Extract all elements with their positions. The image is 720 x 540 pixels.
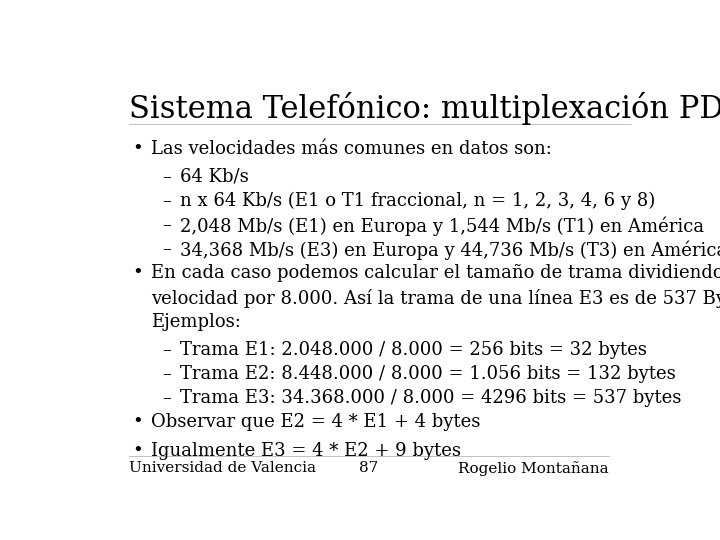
Text: Trama E2: 8.448.000 / 8.000 = 1.056 bits = 132 bytes: Trama E2: 8.448.000 / 8.000 = 1.056 bits… xyxy=(181,365,676,383)
Text: Igualmente E3 = 4 * E2 + 9 bytes: Igualmente E3 = 4 * E2 + 9 bytes xyxy=(151,442,462,460)
Text: 2,048 Mb/s (E1) en Europa y 1,544 Mb/s (T1) en América: 2,048 Mb/s (E1) en Europa y 1,544 Mb/s (… xyxy=(181,216,705,235)
Text: –: – xyxy=(163,168,171,186)
Text: En cada caso podemos calcular el tamaño de trama dividiendo la: En cada caso podemos calcular el tamaño … xyxy=(151,265,720,282)
Text: •: • xyxy=(132,265,143,282)
Text: –: – xyxy=(163,341,171,359)
Text: Ejemplos:: Ejemplos: xyxy=(151,313,241,330)
Text: –: – xyxy=(163,192,171,210)
Text: •: • xyxy=(132,140,143,158)
Text: Universidad de Valencia: Universidad de Valencia xyxy=(129,461,316,475)
Text: Observar que E2 = 4 * E1 + 4 bytes: Observar que E2 = 4 * E1 + 4 bytes xyxy=(151,413,481,431)
Text: n x 64 Kb/s (E1 o T1 fraccional, n = 1, 2, 3, 4, 6 y 8): n x 64 Kb/s (E1 o T1 fraccional, n = 1, … xyxy=(181,192,656,210)
Text: velocidad por 8.000. Así la trama de una línea E3 es de 537 Bytes.: velocidad por 8.000. Así la trama de una… xyxy=(151,288,720,307)
Text: 64 Kb/s: 64 Kb/s xyxy=(181,168,249,186)
Text: Sistema Telefónico: multiplexación PDH y SDH: Sistema Telefónico: multiplexación PDH y… xyxy=(129,92,720,125)
Text: •: • xyxy=(132,413,143,431)
Text: –: – xyxy=(163,389,171,407)
Text: –: – xyxy=(163,240,171,258)
Text: 34,368 Mb/s (E3) en Europa y 44,736 Mb/s (T3) en América: 34,368 Mb/s (E3) en Europa y 44,736 Mb/s… xyxy=(181,240,720,260)
Text: •: • xyxy=(132,442,143,460)
Text: –: – xyxy=(163,365,171,383)
Text: Trama E3: 34.368.000 / 8.000 = 4296 bits = 537 bytes: Trama E3: 34.368.000 / 8.000 = 4296 bits… xyxy=(181,389,682,407)
Text: –: – xyxy=(163,216,171,234)
Text: 87: 87 xyxy=(359,461,379,475)
Text: Rogelio Montañana: Rogelio Montañana xyxy=(459,461,609,476)
Text: Las velocidades más comunes en datos son:: Las velocidades más comunes en datos son… xyxy=(151,140,552,158)
Text: Trama E1: 2.048.000 / 8.000 = 256 bits = 32 bytes: Trama E1: 2.048.000 / 8.000 = 256 bits =… xyxy=(181,341,647,359)
